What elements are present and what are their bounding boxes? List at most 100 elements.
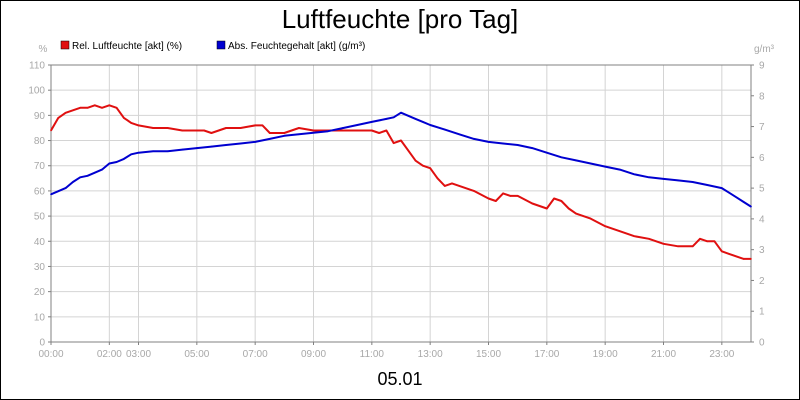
series-2-point <box>130 153 132 156</box>
x-tick-label: 00:00 <box>38 349 63 360</box>
series-2-point <box>64 187 67 189</box>
series-2-point <box>604 165 606 168</box>
series-1-point <box>735 255 738 258</box>
y-tick-label-right: 7 <box>759 122 765 133</box>
series-1-point <box>312 129 315 132</box>
series-1-point <box>546 207 548 210</box>
y-tick-label-right: 4 <box>759 214 765 225</box>
series-1-point <box>254 124 256 127</box>
series-2-point <box>400 111 402 114</box>
y-tick-label-right: 5 <box>759 184 765 195</box>
x-tick-label: 17:00 <box>534 349 559 360</box>
series-1-point <box>750 258 752 260</box>
series-2-point <box>648 176 650 179</box>
series-1-point <box>57 117 60 119</box>
series-line-1 <box>50 104 751 260</box>
y-tick-label-left: 0 <box>39 338 45 349</box>
series-1-point <box>407 149 410 152</box>
y-tick-label-left: 40 <box>34 237 46 248</box>
series-1-point <box>487 197 490 200</box>
series-2-point <box>101 168 103 171</box>
series-2-point <box>429 124 432 126</box>
series-2-point <box>575 159 577 162</box>
series-2-point <box>546 151 548 154</box>
series-2-point <box>356 124 359 126</box>
y-tick-label-left: 10 <box>34 312 46 323</box>
series-1-point <box>269 132 271 134</box>
y-tick-label-right: 9 <box>759 61 765 72</box>
series-2-point <box>385 118 388 120</box>
series-1-point <box>458 185 461 187</box>
series-2-point <box>444 128 446 131</box>
series-1-point <box>225 127 227 129</box>
x-tick-label: 15:00 <box>476 349 501 360</box>
series-1-point <box>619 230 621 232</box>
y-tick-label-right: 0 <box>759 338 765 349</box>
series-1-point <box>94 104 96 107</box>
series-2-point <box>414 118 417 120</box>
series-1-point <box>516 195 519 197</box>
series-2-point <box>487 141 490 143</box>
series-1-point <box>108 104 111 107</box>
series-1-point <box>567 207 570 210</box>
series-2-point <box>721 187 723 189</box>
series-2-point <box>123 158 125 160</box>
legend-label-2: Abs. Feuchtegehalt [akt] (g/m³) <box>228 41 365 52</box>
series-2-point <box>166 150 169 152</box>
x-tick-label: 23:00 <box>709 349 734 360</box>
y-tick-label-right: 1 <box>759 307 765 318</box>
x-tick-label: 03:00 <box>126 349 151 360</box>
series-2-point <box>269 138 271 140</box>
series-1-point <box>575 212 577 215</box>
series-1-point <box>137 124 140 127</box>
series-1-point <box>79 107 81 109</box>
series-1-point <box>123 117 125 119</box>
series-2-point <box>706 184 709 186</box>
series-2-point <box>392 116 395 119</box>
series-1-point <box>633 235 636 237</box>
series-2-point <box>210 145 213 148</box>
series-1-point <box>713 240 716 243</box>
series-1-point <box>181 129 184 132</box>
series-2-point <box>662 178 665 180</box>
series-2-point <box>86 175 89 177</box>
series-2-point <box>422 121 424 123</box>
series-1-point <box>356 129 359 132</box>
series-2-point <box>516 144 519 146</box>
series-2-point <box>283 135 286 137</box>
series-1-point <box>553 197 555 200</box>
series-1-point <box>742 258 745 260</box>
series-1-point <box>298 127 300 129</box>
series-1-point <box>691 245 694 248</box>
series-2-point <box>691 181 694 183</box>
series-2-point <box>633 173 636 176</box>
series-2-point <box>728 191 730 194</box>
series-2-point <box>735 196 738 199</box>
series-1-point <box>210 132 213 134</box>
y-axis-unit-right: g/m³ <box>754 44 775 55</box>
series-1-point <box>721 250 723 253</box>
series-2-point <box>677 179 679 182</box>
series-1-point <box>604 225 606 227</box>
series-1-point <box>422 164 424 167</box>
series-2-point <box>137 151 140 154</box>
series-2-point <box>502 142 504 145</box>
x-tick-label: 21:00 <box>651 349 676 360</box>
series-line-2 <box>50 111 752 208</box>
series-2-point <box>371 121 373 123</box>
y-tick-label-right: 6 <box>759 153 765 164</box>
series-1-point <box>451 182 453 185</box>
series-1-point <box>378 132 380 134</box>
series-1-point <box>283 132 286 134</box>
x-tick-label: 05:00 <box>184 349 209 360</box>
series-2-point <box>225 144 227 146</box>
x-tick-label: 07:00 <box>243 349 268 360</box>
series-1-point <box>531 202 534 205</box>
x-tick-label: 19:00 <box>593 349 618 360</box>
series-2-point <box>298 133 300 136</box>
legend-swatch-2 <box>216 40 226 50</box>
y-tick-label-right: 2 <box>759 276 765 287</box>
series-1-point <box>64 112 67 114</box>
series-2-point <box>742 201 745 203</box>
series-2-point <box>619 168 621 171</box>
